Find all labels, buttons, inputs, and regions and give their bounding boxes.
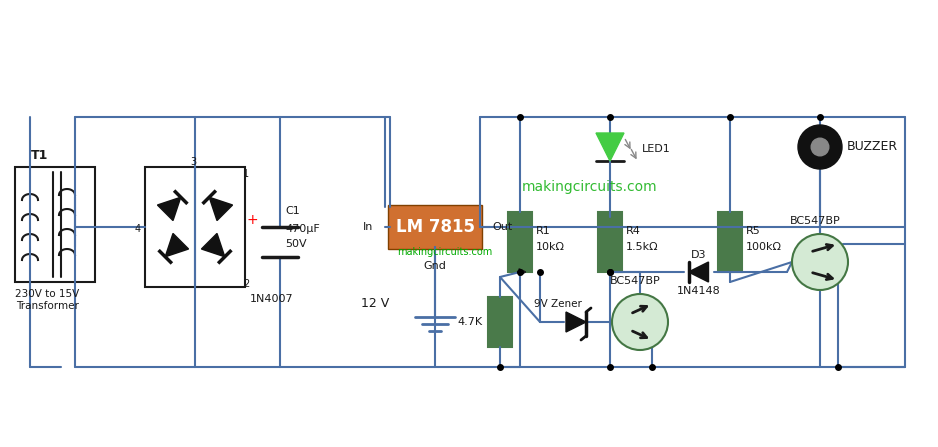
Text: makingcircuits.com: makingcircuits.com [398,247,492,257]
Text: LM 7815: LM 7815 [396,218,475,236]
Polygon shape [209,197,233,220]
Text: R5: R5 [746,226,761,236]
Text: D3: D3 [690,250,706,260]
Text: makingcircuits.com: makingcircuits.com [522,180,658,194]
Text: R4: R4 [626,226,641,236]
Text: 1N4007: 1N4007 [250,294,294,304]
Polygon shape [596,133,624,161]
Text: 1.5kΩ: 1.5kΩ [626,242,658,252]
Polygon shape [202,233,225,257]
FancyBboxPatch shape [718,212,742,272]
Text: BUZZER: BUZZER [847,140,898,153]
FancyBboxPatch shape [508,212,532,272]
Text: In: In [363,222,373,232]
Circle shape [798,125,842,169]
Text: T1: T1 [31,149,49,162]
Text: BC547BP: BC547BP [610,276,660,286]
Text: Gnd: Gnd [424,261,446,271]
FancyBboxPatch shape [598,212,622,272]
Text: 12 V: 12 V [361,297,389,310]
Text: 1N4148: 1N4148 [676,286,720,296]
Text: C1: C1 [285,206,300,216]
Text: Out: Out [492,222,512,232]
FancyBboxPatch shape [388,205,482,249]
Polygon shape [566,312,586,332]
Text: R1: R1 [536,226,551,236]
Text: 9V Zener: 9V Zener [534,299,582,309]
Circle shape [792,234,848,290]
Text: 4: 4 [135,224,141,234]
Text: 1: 1 [243,169,250,179]
Text: 3: 3 [190,157,196,167]
Text: 10kΩ: 10kΩ [536,242,565,252]
Polygon shape [165,233,189,257]
Circle shape [612,294,668,350]
Text: 2: 2 [243,279,250,289]
Text: BC547BP: BC547BP [790,216,840,226]
Text: +: + [246,213,258,227]
Text: Transformer: Transformer [16,301,79,311]
Text: 50V: 50V [285,239,307,249]
Circle shape [811,138,829,156]
Text: 470μF: 470μF [285,224,320,234]
Polygon shape [158,197,181,220]
Polygon shape [688,262,708,282]
FancyBboxPatch shape [488,297,512,347]
Text: LED1: LED1 [642,144,671,154]
Text: 100kΩ: 100kΩ [746,242,782,252]
Text: 230V to 15V: 230V to 15V [15,289,79,299]
Text: 4.7K: 4.7K [458,317,482,327]
